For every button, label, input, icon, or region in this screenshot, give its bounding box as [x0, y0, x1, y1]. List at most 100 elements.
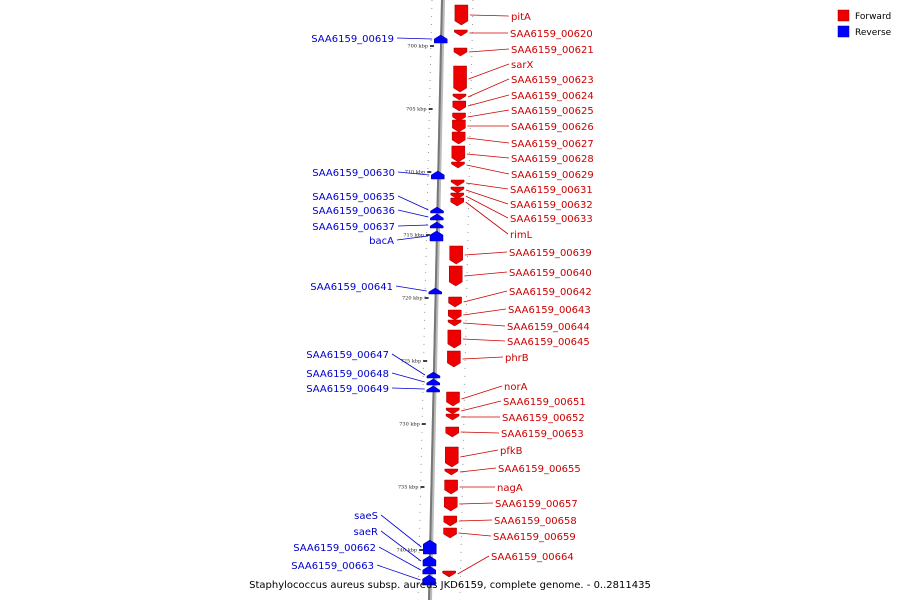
reverse-gene-label-saa6159-00636[interactable]: SAA6159_00636	[312, 206, 395, 217]
forward-feature-sarx[interactable]	[453, 65, 467, 93]
forward-gene-label-saa6159-00652[interactable]: SAA6159_00652	[502, 413, 585, 424]
forward-gene-label-saa6159-00651[interactable]: SAA6159_00651	[503, 397, 586, 408]
forward-feature-saa6159-00657[interactable]	[443, 496, 458, 512]
forward-gene-label-riml[interactable]: rimL	[510, 230, 533, 241]
forward-gene-label-saa6159-00624[interactable]: SAA6159_00624	[511, 91, 594, 102]
forward-gene-label-saa6159-00629[interactable]: SAA6159_00629	[511, 170, 594, 181]
forward-gene-label-sarx[interactable]: sarX	[511, 60, 533, 71]
forward-feature-pita[interactable]	[454, 4, 469, 26]
forward-leader-line	[463, 322, 506, 327]
reverse-feature-saa6159-00641[interactable]	[428, 287, 443, 295]
reverse-feature-saa6159-00637[interactable]	[429, 221, 444, 229]
forward-feature-saa6159-00621[interactable]	[453, 47, 468, 57]
reverse-feature-saa6159-00636[interactable]	[430, 213, 444, 221]
forward-gene-label-pita[interactable]: pitA	[511, 12, 531, 23]
forward-gene-label-nora[interactable]: norA	[504, 382, 528, 393]
reverse-feature-saa6159-00648[interactable]	[426, 378, 441, 386]
forward-gene-label-saa6159-00658[interactable]: SAA6159_00658	[494, 516, 577, 527]
reverse-feature-saa6159-00662[interactable]	[422, 565, 436, 575]
forward-feature-saa6159-00623[interactable]	[452, 93, 467, 101]
reverse-gene-label-saa6159-00637[interactable]: SAA6159_00637	[312, 222, 395, 233]
reverse-gene-label-baca[interactable]: bacA	[369, 236, 394, 247]
reverse-gene-label-saa6159-00647[interactable]: SAA6159_00647	[306, 350, 389, 361]
forward-feature-saa6159-00642[interactable]	[448, 296, 462, 308]
forward-feature-saa6159-00653[interactable]	[445, 426, 459, 438]
forward-gene-label-saa6159-00621[interactable]: SAA6159_00621	[511, 45, 594, 56]
forward-gene-label-saa6159-00640[interactable]: SAA6159_00640	[509, 268, 592, 279]
forward-feature-phrb[interactable]	[447, 350, 461, 368]
reverse-gene-label-saa6159-00619[interactable]: SAA6159_00619	[311, 34, 394, 45]
forward-gene-label-saa6159-00657[interactable]: SAA6159_00657	[495, 499, 578, 510]
reverse-feature-saa6159-00663[interactable]	[422, 574, 436, 586]
forward-feature-saa6159-00632[interactable]	[450, 186, 465, 194]
reverse-gene-label-saa6159-00635[interactable]: SAA6159_00635	[312, 192, 395, 203]
forward-gene-label-saa6159-00628[interactable]: SAA6159_00628	[511, 154, 594, 165]
forward-feature-pfkb[interactable]	[445, 446, 459, 468]
forward-feature-saa6159-00639[interactable]	[449, 245, 463, 265]
forward-gene-label-saa6159-00625[interactable]: SAA6159_00625	[511, 106, 594, 117]
legend-swatch-forward	[837, 9, 850, 22]
reverse-feature-saer[interactable]	[422, 555, 437, 567]
forward-gene-label-saa6159-00627[interactable]: SAA6159_00627	[511, 139, 594, 150]
reverse-feature-saa6159-00635[interactable]	[430, 206, 444, 214]
forward-leader-line	[464, 251, 508, 256]
forward-gene-label-saa6159-00639[interactable]: SAA6159_00639	[509, 248, 592, 259]
forward-gene-label-saa6159-00643[interactable]: SAA6159_00643	[508, 305, 591, 316]
forward-gene-label-saa6159-00631[interactable]: SAA6159_00631	[510, 185, 593, 196]
forward-feature-saa6159-00628[interactable]	[451, 145, 466, 163]
reverse-gene-label-saer[interactable]: saeR	[354, 527, 378, 538]
forward-gene-label-saa6159-00655[interactable]: SAA6159_00655	[498, 464, 581, 475]
forward-feature-saa6159-00626[interactable]	[452, 119, 466, 133]
forward-feature-saa6159-00620[interactable]	[454, 29, 468, 37]
reverse-feature-saes[interactable]	[423, 539, 437, 555]
reverse-leader-line	[397, 224, 429, 227]
forward-feature-saa6159-00644[interactable]	[447, 319, 462, 327]
forward-gene-label-saa6159-00644[interactable]: SAA6159_00644	[507, 322, 590, 333]
reverse-gene-label-saa6159-00641[interactable]: SAA6159_00641	[310, 282, 393, 293]
forward-gene-label-pfkb[interactable]: pfkB	[500, 446, 523, 457]
forward-feature-nora[interactable]	[446, 391, 460, 407]
forward-gene-label-saa6159-00653[interactable]: SAA6159_00653	[501, 429, 584, 440]
forward-feature-naga[interactable]	[444, 479, 458, 495]
forward-feature-saa6159-00658[interactable]	[443, 515, 458, 527]
forward-feature-saa6159-00624[interactable]	[452, 100, 467, 112]
forward-gene-label-saa6159-00659[interactable]: SAA6159_00659	[493, 532, 576, 543]
reverse-gene-label-saes[interactable]: saeS	[354, 511, 378, 522]
reverse-gene-label-saa6159-00663[interactable]: SAA6159_00663	[291, 561, 374, 572]
forward-gene-label-saa6159-00645[interactable]: SAA6159_00645	[507, 337, 590, 348]
forward-gene-label-saa6159-00632[interactable]: SAA6159_00632	[510, 200, 593, 211]
forward-feature-saa6159-00655[interactable]	[444, 468, 459, 476]
forward-feature-saa6159-00625[interactable]	[452, 112, 466, 122]
reverse-feature-saa6159-00649[interactable]	[426, 385, 440, 393]
reverse-leader-line	[391, 372, 425, 383]
forward-feature-saa6159-00627[interactable]	[451, 131, 466, 145]
forward-feature-saa6159-00643[interactable]	[448, 309, 462, 321]
forward-feature-saa6159-00640[interactable]	[448, 265, 463, 287]
reverse-feature-saa6159-00647[interactable]	[426, 371, 441, 379]
forward-feature-riml[interactable]	[450, 197, 464, 207]
forward-feature-saa6159-00629[interactable]	[451, 161, 465, 169]
forward-gene-label-saa6159-00623[interactable]: SAA6159_00623	[511, 75, 594, 86]
forward-gene-label-naga[interactable]: nagA	[497, 483, 523, 494]
forward-feature-saa6159-00659[interactable]	[443, 527, 457, 539]
reverse-gene-label-saa6159-00662[interactable]: SAA6159_00662	[293, 543, 376, 554]
reverse-gene-label-saa6159-00649[interactable]: SAA6159_00649	[306, 384, 389, 395]
forward-gene-label-saa6159-00633[interactable]: SAA6159_00633	[510, 214, 593, 225]
forward-gene-label-saa6159-00664[interactable]: SAA6159_00664	[491, 552, 574, 563]
reverse-gene-label-saa6159-00630[interactable]: SAA6159_00630	[312, 168, 395, 179]
forward-gene-label-saa6159-00620[interactable]: SAA6159_00620	[510, 29, 593, 40]
reverse-feature-baca[interactable]	[429, 230, 444, 242]
reverse-feature-saa6159-00619[interactable]	[433, 34, 448, 44]
forward-feature-saa6159-00664[interactable]	[442, 570, 456, 578]
scale-tick-label: 725 kbp	[401, 359, 422, 365]
forward-feature-saa6159-00651[interactable]	[445, 407, 460, 415]
forward-gene-label-phrb[interactable]: phrB	[505, 353, 529, 364]
forward-gene-label-saa6159-00642[interactable]: SAA6159_00642	[509, 287, 592, 298]
forward-feature-saa6159-00631[interactable]	[450, 179, 465, 187]
forward-feature-saa6159-00633[interactable]	[450, 192, 465, 200]
reverse-gene-label-saa6159-00648[interactable]: SAA6159_00648	[306, 369, 389, 380]
forward-feature-saa6159-00645[interactable]	[447, 329, 462, 349]
reverse-feature-saa6159-00630[interactable]	[431, 170, 445, 180]
forward-gene-label-saa6159-00626[interactable]: SAA6159_00626	[511, 122, 594, 133]
forward-feature-saa6159-00652[interactable]	[445, 413, 460, 421]
